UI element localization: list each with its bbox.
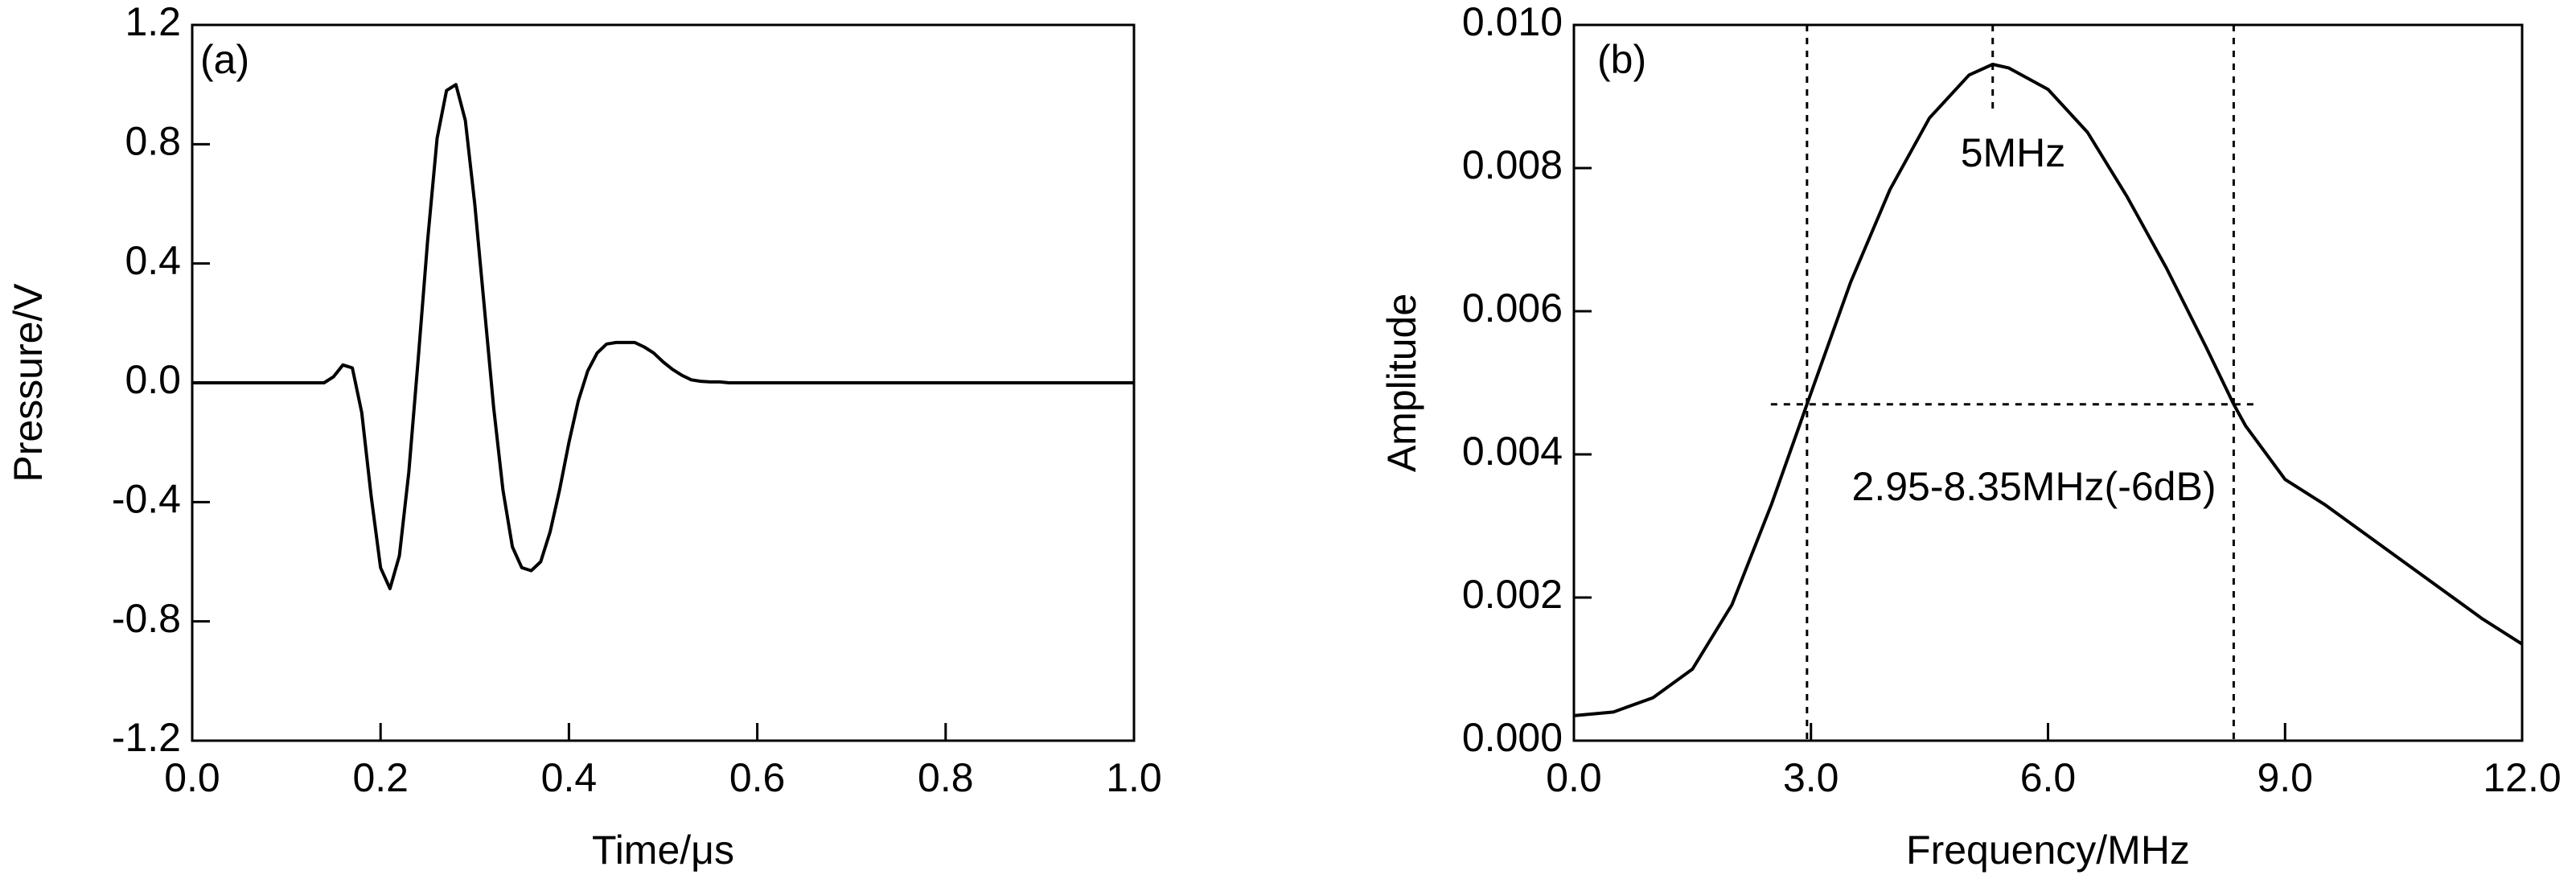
y-tick-label: 0.010 xyxy=(1462,0,1563,44)
x-tick-label: 0.0 xyxy=(1546,755,1602,800)
x-tick-label: 1.0 xyxy=(1106,755,1162,800)
y-tick-label: 0.4 xyxy=(125,238,181,283)
y-tick-label: 0.004 xyxy=(1462,429,1563,474)
y-tick-label: 0.008 xyxy=(1462,142,1563,187)
x-axis-title: Frequency/MHz xyxy=(1906,828,2190,873)
x-tick-label: 3.0 xyxy=(1783,755,1839,800)
y-tick-label: -1.2 xyxy=(112,715,181,760)
x-tick-label: 0.2 xyxy=(352,755,409,800)
y-tick-label: -0.8 xyxy=(112,596,181,641)
y-axis-title: Pressure/V xyxy=(6,283,51,483)
y-tick-label: 0.002 xyxy=(1462,572,1563,617)
x-tick-label: 12.0 xyxy=(2483,755,2561,800)
panel-label: (b) xyxy=(1597,37,1646,82)
x-tick-label: 9.0 xyxy=(2257,755,2313,800)
y-tick-label: 0.006 xyxy=(1462,285,1563,331)
x-tick-label: 0.4 xyxy=(541,755,598,800)
x-tick-label: 0.0 xyxy=(164,755,220,800)
data-line xyxy=(192,83,1134,590)
y-tick-label: 0.000 xyxy=(1462,715,1563,760)
annotation: 2.95-8.35MHz(-6dB) xyxy=(1852,464,2217,509)
data-line xyxy=(1573,63,2524,717)
y-tick-label: 0.8 xyxy=(125,119,181,164)
y-tick-label: 0.0 xyxy=(125,357,181,402)
y-tick-label: 1.2 xyxy=(125,0,181,44)
y-tick-label: -0.4 xyxy=(112,477,181,522)
y-axis-title: Amplitude xyxy=(1379,294,1424,472)
panel-label: (a) xyxy=(200,37,249,82)
x-tick-label: 0.8 xyxy=(918,755,974,800)
annotation: 5MHz xyxy=(1961,130,2066,175)
x-axis-title: Time/μs xyxy=(592,828,734,873)
x-tick-label: 0.6 xyxy=(729,755,786,800)
x-tick-label: 6.0 xyxy=(2020,755,2077,800)
